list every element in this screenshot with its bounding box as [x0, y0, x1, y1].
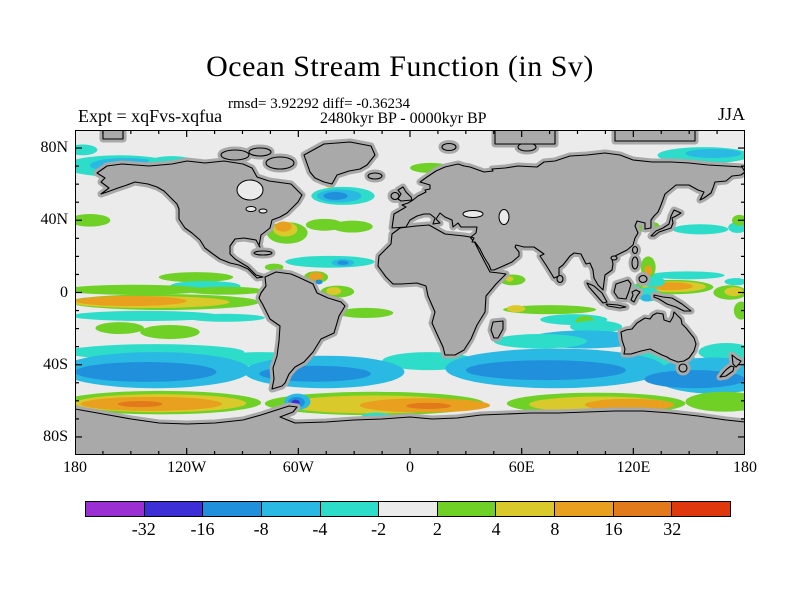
colorbar-segment [86, 502, 145, 516]
lat-tick-label: 80N [40, 139, 68, 157]
anomaly-region [506, 305, 526, 313]
anomaly-region [733, 301, 745, 320]
anomaly-region [493, 334, 587, 349]
anomaly-region [465, 360, 626, 381]
colorbar-tick-label: 32 [663, 519, 682, 539]
period-line: 2480kyr BP - 0000kyr BP [320, 110, 487, 127]
colorbar-tick-label: 16 [604, 519, 623, 539]
anomaly-region [186, 286, 265, 295]
lon-tick-label: 60W [282, 459, 314, 476]
colorbar-tick-label: -32 [131, 519, 156, 539]
colorbar-segment [613, 502, 673, 516]
lon-tick-label: 120E [616, 459, 651, 476]
colorbar-tick-label: -16 [190, 519, 215, 539]
anomaly-region [672, 224, 729, 235]
anomaly-region [724, 278, 745, 286]
anomaly-region [505, 276, 514, 282]
inland-water [236, 179, 510, 225]
lat-tick-label: 80S [43, 427, 68, 445]
colorbar-tick-label: -2 [371, 519, 387, 539]
figure-title: Ocean Stream Function (in Sv) [206, 50, 594, 83]
anomaly-region [75, 362, 217, 382]
world-map-svg [75, 130, 745, 455]
anomaly-region [275, 221, 292, 232]
lon-tick-label: 180 [733, 459, 757, 476]
anomaly-region [75, 295, 187, 307]
anomaly-region [95, 322, 144, 335]
lon-tick-label: 0 [406, 459, 414, 476]
colorbar-tick-label: -4 [312, 519, 328, 539]
anomaly-region [186, 313, 265, 322]
colorbar-segment [144, 502, 204, 516]
anomaly-region [685, 148, 742, 158]
lat-tick-label: 40N [40, 211, 68, 229]
lat-tick-label: 0 [60, 283, 68, 301]
anomaly-region [650, 271, 725, 280]
anomaly-region [75, 310, 221, 322]
colorbar-segment [320, 502, 380, 516]
experiment-label: Expt = xqFvs-xqfua [78, 106, 223, 126]
colorbar-segment [379, 502, 438, 516]
anomaly-region [331, 220, 373, 233]
anomaly-region [117, 401, 163, 408]
colorbar-segment [672, 502, 731, 516]
anomaly-region [685, 391, 745, 412]
anomaly-region [308, 272, 324, 281]
lat-tick-label: 40S [43, 355, 68, 373]
anomaly-region [140, 325, 200, 340]
colorbar-tick-label: 2 [432, 519, 442, 539]
colorbar-segment [203, 502, 262, 516]
anomaly-region [323, 191, 348, 200]
anomaly-region [75, 284, 206, 295]
stats-line: rmsd= 3.92292 diff= -0.36234 [228, 96, 411, 112]
anomaly-region [337, 307, 394, 318]
season-label: JJA [717, 104, 745, 124]
colorbar-segment [437, 502, 497, 516]
colorbar-tick-label: -8 [253, 519, 269, 539]
lon-tick-label: 180 [63, 459, 87, 476]
anomaly-region [406, 402, 451, 409]
colorbar [85, 501, 731, 517]
anomaly-region [75, 144, 98, 156]
anomaly-region [640, 294, 652, 302]
anomaly-region [315, 279, 323, 285]
lon-tick-label: 120W [167, 459, 207, 476]
lon-tick-label: 60E [508, 459, 535, 476]
colorbar-segment [261, 502, 321, 516]
colorbar-tick-label: 8 [550, 519, 560, 539]
anomaly-region [158, 272, 234, 283]
anomaly-region [503, 305, 597, 315]
anomaly-region [285, 255, 375, 268]
anomaly-region [326, 287, 342, 296]
world-map-plot [75, 130, 745, 455]
anomaly-region [337, 260, 349, 265]
anomaly-region [75, 213, 111, 227]
colorbar-segment [496, 502, 556, 516]
anomaly-region [570, 320, 623, 334]
colorbar-segment [555, 502, 614, 516]
anomaly-region [724, 287, 744, 297]
colorbar-tick-label: 4 [491, 519, 501, 539]
